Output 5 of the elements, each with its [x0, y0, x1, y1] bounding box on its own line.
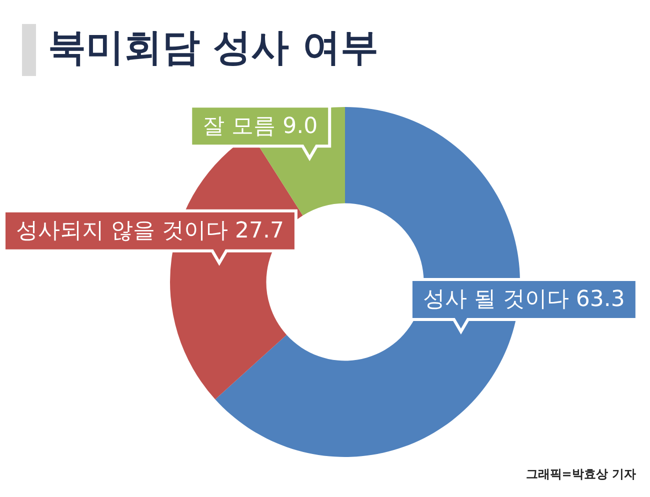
chart-title: 북미회담 성사 여부 [48, 24, 378, 71]
text: 그래픽=박효상 기자 [526, 466, 636, 483]
slice-label: 성사되지 않을 것이다 27.7 [16, 218, 284, 244]
slice-label: 잘 모름 9.0 [202, 114, 318, 139]
slice-label: 성사 될 것이다 63.3 [422, 287, 625, 312]
